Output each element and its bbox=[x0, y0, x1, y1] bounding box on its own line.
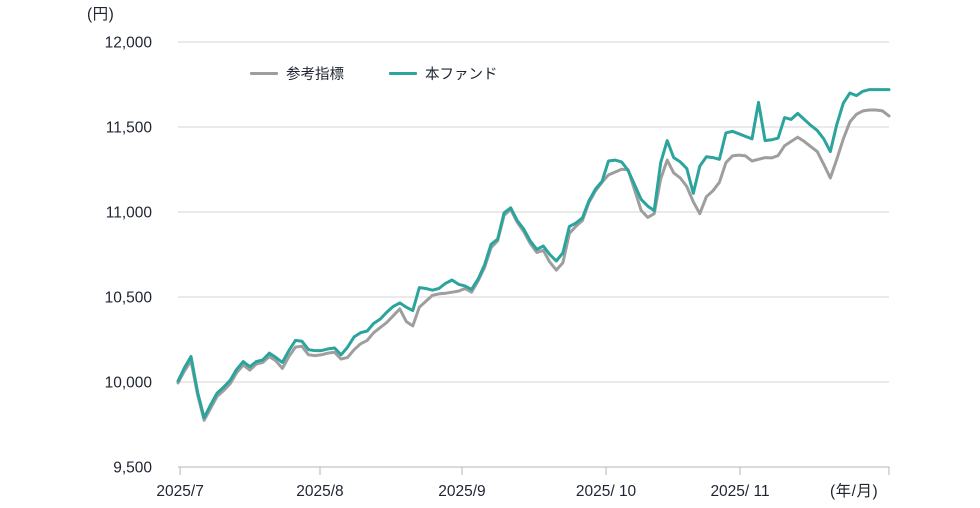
chart-legend: 参考指標 本ファンド bbox=[250, 63, 498, 84]
y-axis-tick-label: 11,500 bbox=[106, 120, 153, 137]
y-axis-tick-label: 10,000 bbox=[105, 375, 153, 392]
benchmark-series-line bbox=[176, 108, 891, 422]
fund-line-swatch bbox=[389, 72, 417, 75]
y-axis-tick-label: 9,500 bbox=[113, 460, 152, 477]
fund-legend-label: 本ファンド bbox=[425, 67, 498, 83]
y-axis-unit-label: (円) bbox=[87, 6, 115, 23]
x-axis-tick-label: 2025/9 bbox=[438, 483, 485, 500]
y-axis-tick-label: 11,000 bbox=[106, 205, 153, 222]
benchmark-line-swatch bbox=[250, 72, 278, 75]
x-axis-tick-label: 2025/ 10 bbox=[576, 483, 637, 500]
legend-item-fund: 本ファンド bbox=[389, 63, 498, 84]
fund-series-line bbox=[176, 88, 891, 420]
y-axis-tick-label: 10,500 bbox=[105, 290, 153, 307]
x-axis-unit-label: (年/月) bbox=[830, 483, 879, 500]
y-axis-tick-label: 12,000 bbox=[105, 35, 153, 52]
legend-item-benchmark: 参考指標 bbox=[250, 63, 344, 84]
x-axis-tick-label: 2025/8 bbox=[296, 483, 343, 500]
x-axis-tick-label: 2025/ 11 bbox=[710, 483, 769, 500]
benchmark-legend-label: 参考指標 bbox=[286, 67, 344, 83]
x-axis-tick-label: 2025/7 bbox=[156, 483, 203, 500]
